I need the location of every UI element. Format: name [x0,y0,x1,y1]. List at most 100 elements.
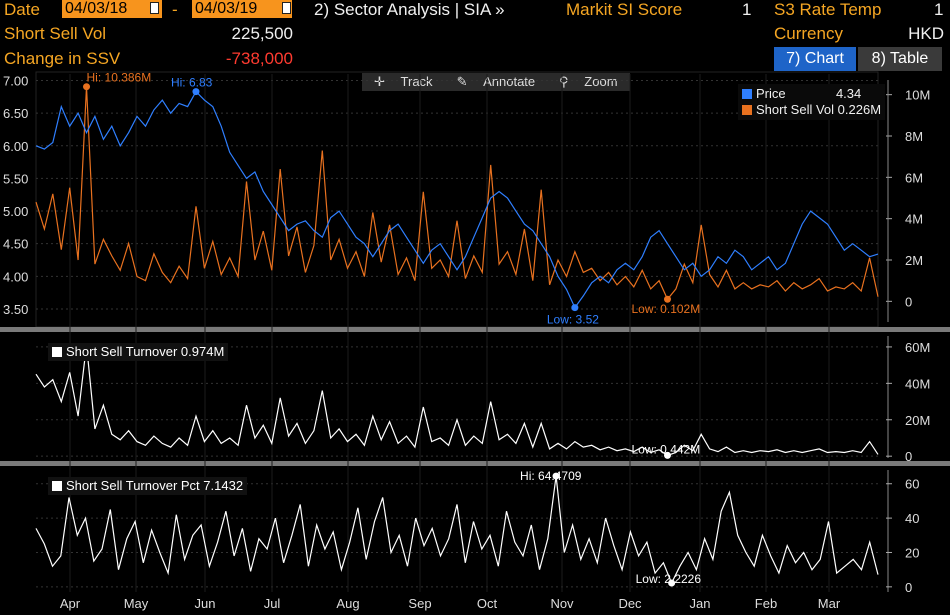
s3-rate-temp-value: 1 [934,0,944,19]
y2-tick-label: 0 [905,580,912,595]
turnover-legend[interactable]: Short Sell Turnover 0.974M [48,343,229,361]
y2-tick-label: 8M [905,129,923,144]
turnover-line [35,344,879,457]
y2-tick-label: 40 [905,511,919,526]
legend-price[interactable]: Price 4.34 [742,86,881,102]
volume-low-label-marker [664,295,671,303]
price-high-label-marker [192,88,200,96]
change-in-ssv-label: Change in SSV [4,49,121,68]
panel-divider [0,461,950,466]
month-label: Oct [477,596,498,611]
turnover-legend-value: 0.974M [180,344,225,359]
y2-tick-label: 6M [905,170,923,185]
month-label: Jul [264,596,281,611]
markit-si-score-label: Markit SI Score [566,0,683,19]
volume-high-label-marker [83,83,91,91]
markit-si-score-value: 1 [742,0,752,19]
turnover-pct-legend-value: 7.1432 [203,478,244,493]
month-label: May [124,596,149,611]
pct-high-label: Hi: 64.4709 [520,469,582,483]
currency-value: HKD [908,24,944,43]
price-high-label: Hi: 6.83 [171,76,213,90]
price-low-label-marker [571,304,579,312]
chart-toolbar: ✛ Track ✎ Annotate ⚲ Zoom [362,73,630,91]
currency-label: Currency [774,24,843,43]
month-label: Nov [550,596,574,611]
calendar-icon[interactable] [282,2,291,14]
month-label: Mar [818,596,841,611]
y2-tick-label: 2M [905,253,923,268]
turnover-swatch [52,347,62,357]
y-tick-label: 6.50 [3,106,28,121]
volume-legend-name: Short Sell Vol [756,102,835,117]
chart-view-button[interactable]: 7) Chart [774,47,856,71]
panel-divider [0,327,950,332]
date-label: Date [4,0,40,19]
y-tick-label: 6.00 [3,139,28,154]
legend-short-sell-vol[interactable]: Short Sell Vol 0.226M [742,102,881,118]
price-low-label: Low: 3.52 [547,313,599,327]
start-date-field[interactable]: 04/03/18 [62,0,162,18]
month-label: Apr [60,596,81,611]
turnover-low-label: Low: 0.442M [632,442,701,456]
turnover-pct-line [35,476,879,585]
y-tick-label: 4.50 [3,237,28,252]
y-tick-label: 5.00 [3,204,28,219]
track-label: Track [400,74,433,89]
change-in-ssv-value: -738,000 [225,49,293,68]
y-tick-label: 5.50 [3,171,28,186]
y2-tick-label: 4M [905,212,923,227]
y2-tick-label: 0 [905,294,912,309]
price-legend-value: 4.34 [835,86,862,101]
turnover-low-label-marker [664,451,671,459]
track-button[interactable]: ✛ Track [362,73,445,91]
y2-tick-label: 40M [905,376,930,391]
y2-tick-label: 10M [905,88,930,103]
turnover-pct-swatch [52,481,62,491]
sector-analysis-link[interactable]: 2) Sector Analysis | SIA » [314,0,505,19]
s3-rate-temp-label: S3 Rate Temp [774,0,882,19]
pencil-icon: ✎ [456,74,468,89]
turnover-legend-name: Short Sell Turnover [66,344,178,359]
month-label: Sep [408,596,431,611]
main-legend: Price 4.34 Short Sell Vol 0.226M [738,84,886,120]
y-tick-label: 7.00 [3,74,28,89]
month-label: Jun [195,596,216,611]
pct-low-label: Low: 2.2226 [636,572,702,586]
price-line [35,90,879,309]
pct-high-label-marker [552,472,560,480]
price-swatch [742,89,752,99]
end-date-field[interactable]: 04/03/19 [192,0,292,18]
volume-swatch [742,105,752,115]
y2-tick-label: 20 [905,545,919,560]
price-legend-name: Price [756,86,786,101]
magnifier-icon: ⚲ [559,74,569,89]
short-sell-vol-line [35,86,879,301]
volume-low-label: Low: 0.102M [632,302,701,316]
y2-tick-label: 0 [905,449,912,464]
turnover-pct-legend-name: Short Sell Turnover Pct [66,478,200,493]
table-view-button[interactable]: 8) Table [858,47,942,71]
zoom-label: Zoom [584,74,618,89]
y2-tick-label: 20M [905,413,930,428]
short-sell-vol-label: Short Sell Vol [4,24,107,43]
short-sell-vol-value: 225,500 [231,24,293,43]
crosshair-icon: ✛ [374,74,385,89]
month-label: Feb [755,596,777,611]
month-label: Jan [690,596,711,611]
month-label: Dec [618,596,642,611]
date-separator: - [172,0,178,19]
y2-tick-label: 60M [905,340,930,355]
annotate-label: Annotate [483,74,536,89]
turnover-pct-legend[interactable]: Short Sell Turnover Pct 7.1432 [48,477,248,495]
pct-low-label-marker [668,579,676,587]
y2-tick-label: 60 [905,477,919,492]
calendar-icon[interactable] [150,2,159,14]
annotate-button[interactable]: ✎ Annotate [445,73,548,91]
y-tick-label: 3.50 [3,302,28,317]
volume-high-label: Hi: 10.386M [87,71,152,85]
y-tick-label: 4.00 [3,269,28,284]
volume-legend-value: 0.226M [837,102,882,117]
zoom-button[interactable]: ⚲ Zoom [547,73,629,91]
